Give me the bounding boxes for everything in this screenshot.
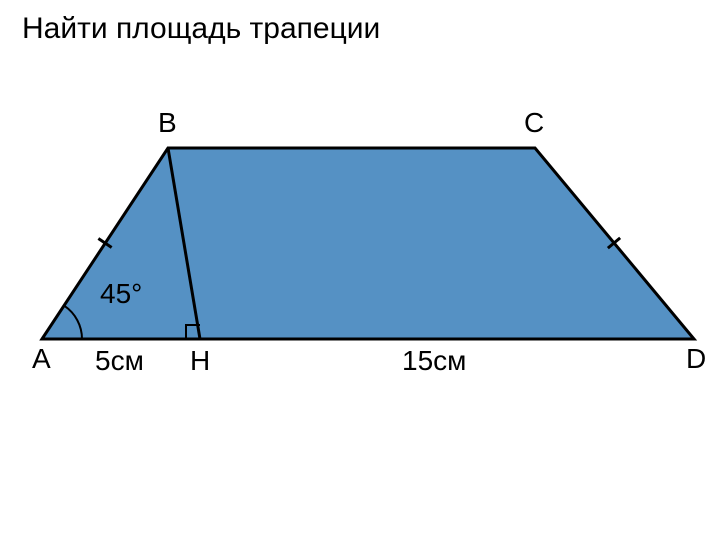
trapezoid-shape [42, 148, 694, 339]
vertex-label-c: C [524, 107, 544, 138]
segment-label-ah: 5см [95, 345, 144, 376]
vertex-label-d: D [686, 343, 706, 374]
vertex-label-a: A [32, 343, 51, 374]
point-label-h: H [190, 345, 210, 376]
vertex-label-b: B [158, 107, 177, 138]
segment-label-hd: 15см [402, 345, 466, 376]
trapezoid-diagram: A B C D H 45° 5см 15см [0, 0, 720, 540]
angle-label-45: 45° [100, 278, 142, 309]
